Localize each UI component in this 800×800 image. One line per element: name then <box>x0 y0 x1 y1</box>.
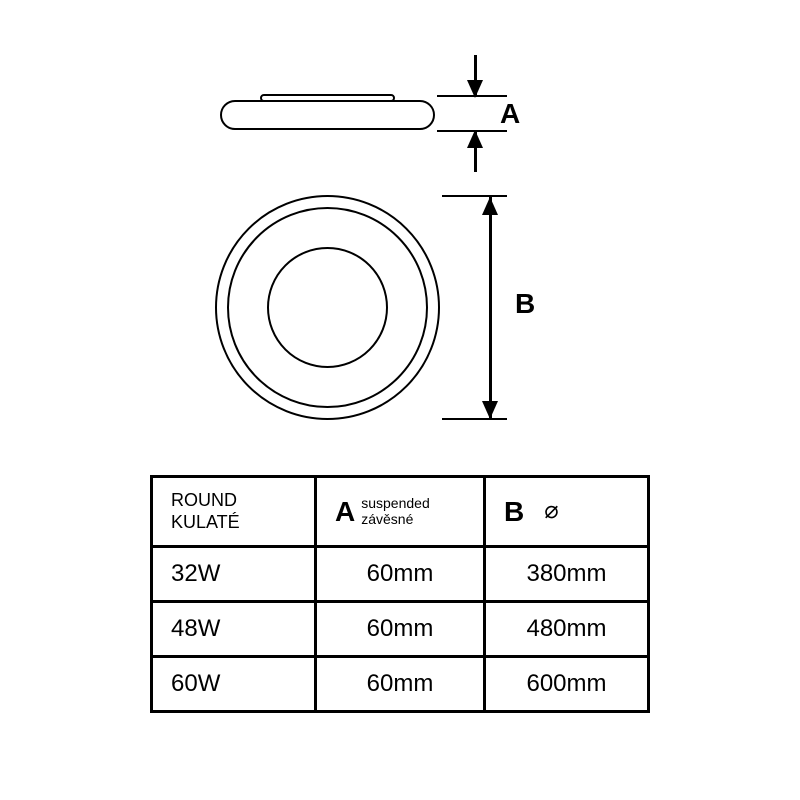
dim-a-arrow-up <box>467 130 483 148</box>
table-row: 60W 60mm 600mm <box>152 657 649 712</box>
side-body <box>220 100 435 130</box>
dim-b-shaft <box>489 197 492 419</box>
specifications-table: ROUND KULATÉ A suspended závěsné B ⌀ <box>150 475 650 713</box>
header-round: ROUND KULATÉ <box>152 477 316 547</box>
circle-inner <box>267 247 388 368</box>
side-top-detail <box>260 94 395 102</box>
table-header-row: ROUND KULATÉ A suspended závěsné B ⌀ <box>152 477 649 547</box>
cell-b-2: 600mm <box>484 657 648 712</box>
header-a-letter: A <box>335 495 355 529</box>
cell-b-0: 380mm <box>484 547 648 602</box>
dim-b-label: B <box>515 288 535 320</box>
dim-a-label: A <box>500 98 520 130</box>
header-b: B ⌀ <box>484 477 648 547</box>
technical-diagram: A B <box>170 50 630 420</box>
diameter-icon: ⌀ <box>544 497 558 526</box>
header-a-cz: závěsné <box>361 512 430 527</box>
dim-a-arrow-down <box>467 80 483 98</box>
cell-a-2: 60mm <box>316 657 485 712</box>
cell-a-1: 60mm <box>316 602 485 657</box>
cell-b-1: 480mm <box>484 602 648 657</box>
cell-a-0: 60mm <box>316 547 485 602</box>
spec-table: ROUND KULATÉ A suspended závěsné B ⌀ <box>150 475 650 713</box>
table-row: 48W 60mm 480mm <box>152 602 649 657</box>
header-b-letter: B <box>504 495 524 529</box>
header-round-cz: KULATÉ <box>171 512 296 534</box>
dim-b-arrow-down <box>482 401 498 419</box>
cell-watt-0: 32W <box>152 547 316 602</box>
cell-watt-1: 48W <box>152 602 316 657</box>
dim-b-arrow-up <box>482 197 498 215</box>
header-a: A suspended závěsné <box>316 477 485 547</box>
cell-watt-2: 60W <box>152 657 316 712</box>
table-row: 32W 60mm 380mm <box>152 547 649 602</box>
header-a-en: suspended <box>361 496 430 511</box>
header-round-en: ROUND <box>171 490 296 512</box>
